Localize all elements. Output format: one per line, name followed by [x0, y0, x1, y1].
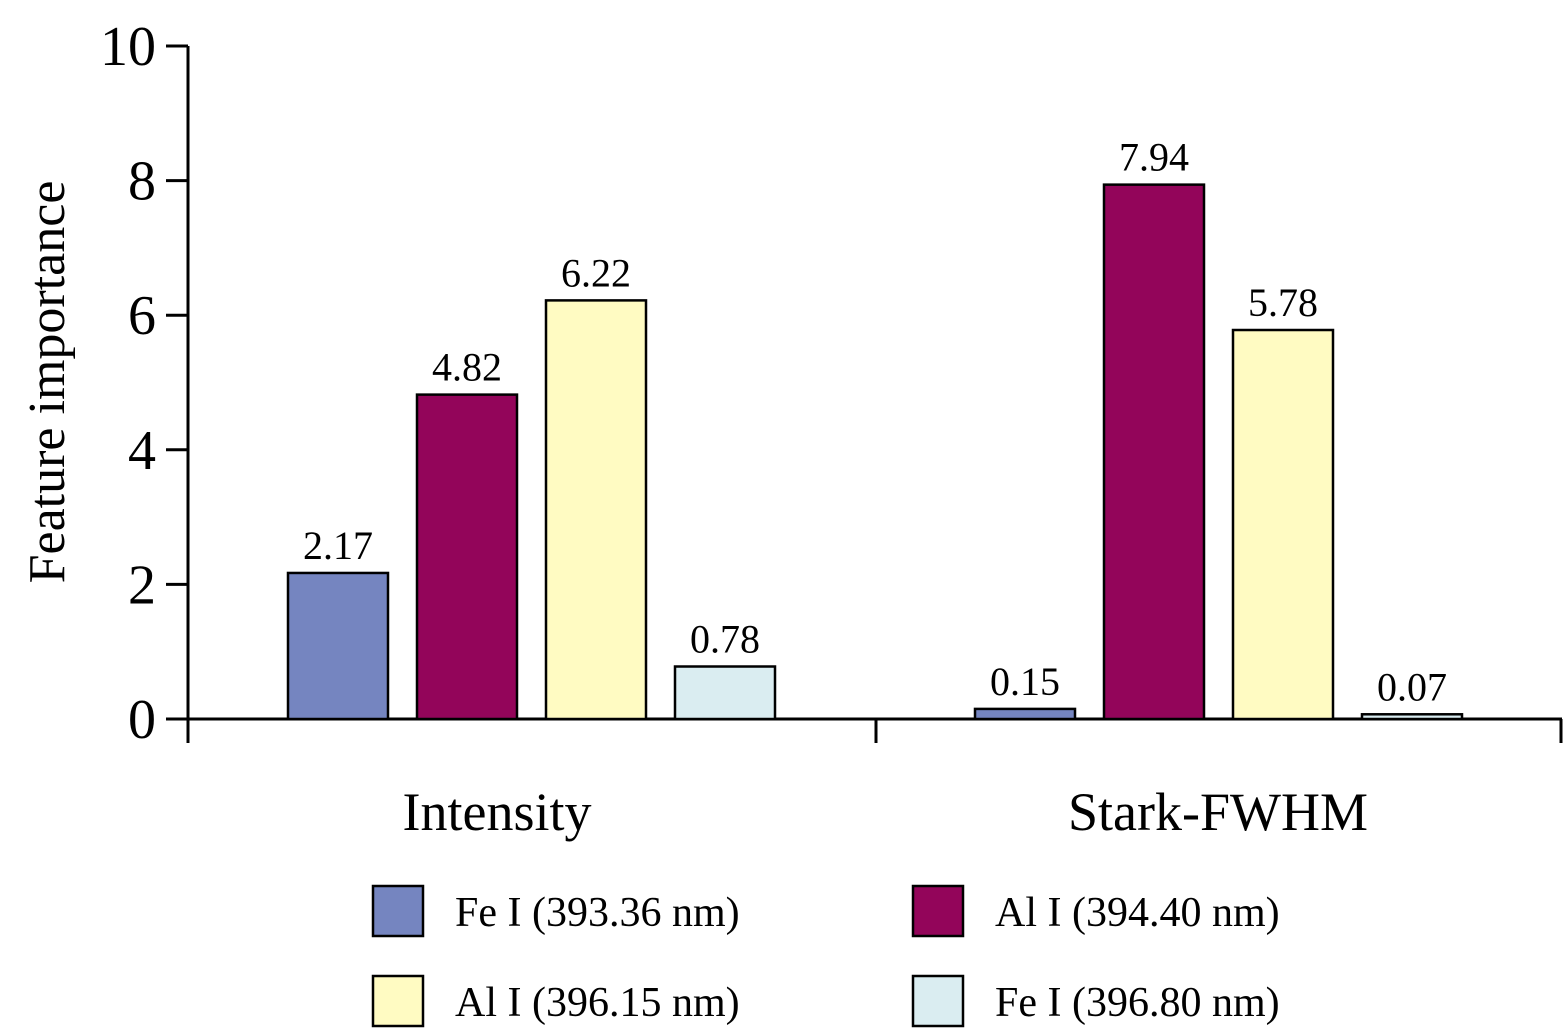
data-labels: 2.17 0.15 4.82 7.94 6.22 5.78 0.78 0.07	[303, 135, 1447, 710]
bar	[286, 571, 390, 721]
data-label: 0.15	[990, 659, 1060, 704]
bar	[1102, 183, 1206, 721]
legend-swatch	[371, 974, 425, 1028]
category-label: Intensity	[403, 782, 592, 842]
bar	[1231, 328, 1335, 721]
data-label: 2.17	[303, 523, 373, 568]
legend-swatch	[911, 974, 965, 1028]
y-ticks: 0 2 4 6 8 10	[100, 16, 188, 751]
bar	[673, 665, 777, 721]
bar	[1360, 713, 1464, 721]
legend: Fe I (393.36 nm) Al I (394.40 nm) Al I (39…	[371, 884, 1280, 1028]
data-label: 0.07	[1377, 664, 1447, 709]
bar	[544, 299, 648, 721]
y-tick-label: 10	[100, 16, 156, 78]
legend-label: Al I (396.15 nm)	[455, 980, 740, 1026]
legend-label: Fe I (396.80 nm)	[995, 980, 1280, 1026]
y-tick-label: 0	[128, 689, 156, 751]
bar	[973, 707, 1077, 721]
data-label: 5.78	[1248, 280, 1318, 325]
legend-label: Al I (394.40 nm)	[995, 890, 1280, 936]
category-labels: Intensity Stark-FWHM	[403, 782, 1368, 842]
data-label: 6.22	[561, 250, 631, 295]
category-label: Stark-FWHM	[1068, 782, 1368, 842]
data-label: 7.94	[1119, 135, 1189, 180]
y-tick-label: 6	[128, 285, 156, 347]
y-tick-label: 2	[128, 554, 156, 616]
data-label: 0.78	[690, 617, 760, 662]
y-axis-title: Feature importance	[19, 181, 76, 584]
bars	[286, 183, 1464, 721]
data-label: 4.82	[432, 345, 502, 390]
y-tick-label: 8	[128, 151, 156, 213]
legend-swatch	[371, 884, 425, 938]
legend-swatch	[911, 884, 965, 938]
legend-label: Fe I (393.36 nm)	[455, 890, 740, 936]
bar	[415, 393, 519, 721]
y-tick-label: 4	[128, 420, 156, 482]
